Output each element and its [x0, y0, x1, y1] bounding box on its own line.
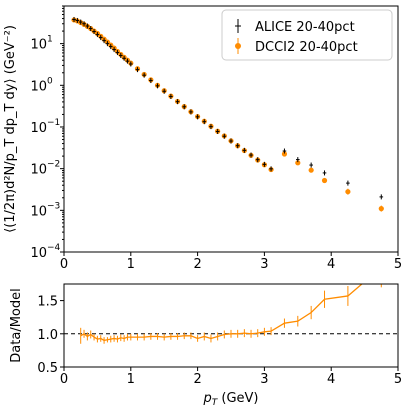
model-point: [308, 167, 314, 173]
model-point: [295, 160, 301, 166]
model-point: [281, 151, 288, 157]
main-x-tick-label: 4: [327, 257, 335, 272]
main-x-tick-label: 2: [193, 257, 201, 272]
ratio-y-tick-label: 0.5: [37, 361, 58, 376]
main-data-layer: [71, 16, 384, 212]
ratio-plot-frame: [63, 283, 399, 368]
legend-marker-dcci2: [235, 43, 241, 49]
ratio-data-layer: [80, 284, 382, 344]
main-y-tick-exponent: −1: [47, 118, 60, 128]
ratio-line: [80, 284, 363, 342]
legend-box: [221, 9, 393, 61]
x-axis-label: pT (GeV): [202, 391, 258, 408]
model-point: [378, 206, 384, 212]
main-x-tick-label: 0: [60, 257, 68, 272]
ratio-y-axis-label: Data/Model: [9, 288, 24, 362]
legend: ALICE 20-40pct DCCI2 20-40pct: [221, 9, 393, 61]
ratio-series: [80, 284, 382, 344]
legend-label-dcci2: DCCI2 20-40pct: [255, 40, 358, 55]
ratio-x-tick-label: 1: [127, 372, 135, 387]
ratio-y-tick-label: 1.0: [37, 328, 58, 343]
main-y-tick-exponent: −2: [47, 160, 60, 170]
ratio-x-tick-label: 4: [327, 372, 335, 387]
ratio-x-tick-label: 2: [193, 372, 201, 387]
ratio-axis-ticks: 0 1 2 3 4 5 0.5 1.0 1.5: [37, 295, 402, 387]
main-y-tick-label: 10: [30, 79, 47, 94]
ratio-x-tick-label: 0: [60, 372, 68, 387]
main-y-tick-label: 10: [30, 204, 47, 219]
model-point: [321, 177, 328, 184]
main-x-tick-label: 5: [394, 257, 402, 272]
main-y-tick-exponent: 0: [47, 76, 53, 86]
main-x-tick-label: 3: [260, 257, 268, 272]
ratio-x-tick-label: 3: [260, 372, 268, 387]
ratio-x-tick-label: 5: [394, 372, 402, 387]
main-y-axis-label: ⟨(1/2π)d²N/p_T dp_T dy⟩ (GeV⁻²): [3, 25, 18, 233]
main-y-tick-label: 10: [30, 38, 47, 53]
main-plot-frame: [63, 5, 399, 253]
ratio-y-tick-label: 1.5: [37, 295, 58, 310]
main-y-tick-exponent: −3: [47, 201, 60, 211]
main-y-tick-label: 10: [30, 246, 47, 261]
model-point: [345, 189, 351, 195]
ratio-panel: 0 1 2 3 4 5 0.5 1.0 1.5 Data/Model pT (GeV): [9, 283, 402, 408]
main-y-tick-exponent: −4: [47, 243, 61, 253]
main-x-tick-label: 1: [127, 257, 135, 272]
main-y-tick-exponent: 1: [47, 35, 53, 45]
main-y-tick-label: 10: [30, 163, 47, 178]
main-y-tick-label: 10: [30, 121, 47, 136]
legend-label-alice: ALICE 20-40pct: [255, 20, 355, 35]
